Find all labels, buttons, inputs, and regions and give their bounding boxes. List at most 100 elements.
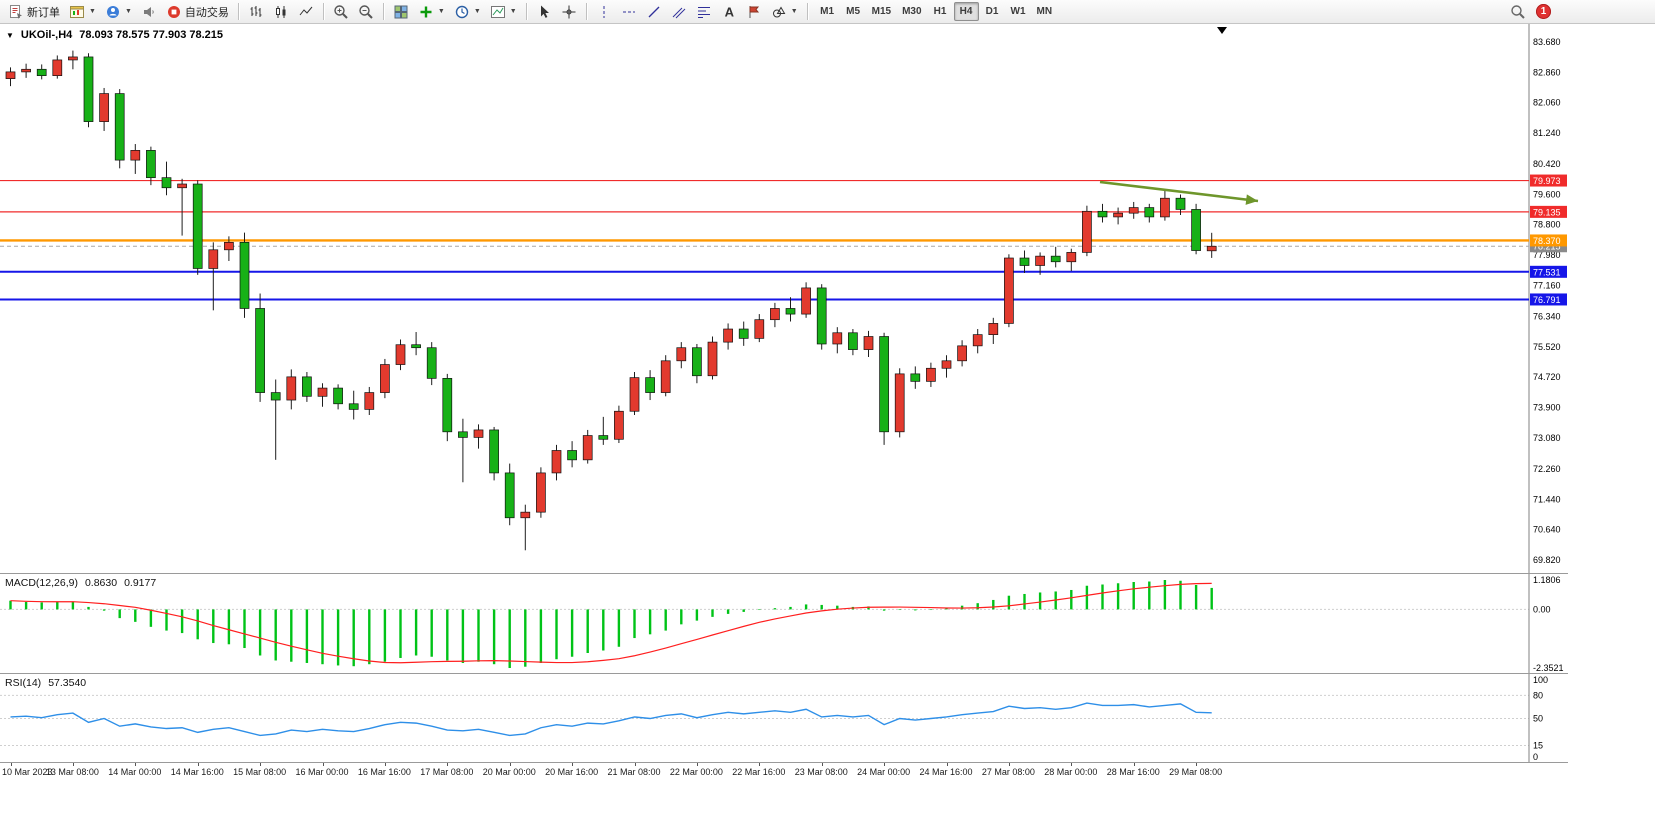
candle-39 [614, 405, 624, 444]
macd-bar-47 [742, 609, 745, 612]
chart-line-button[interactable] [294, 1, 318, 22]
time-tick [10, 763, 12, 766]
time-tick [384, 763, 386, 766]
cursor-button[interactable] [532, 1, 556, 22]
time-label: 21 Mar 08:00 [607, 767, 661, 777]
chart-title: ▼ UKOil-,H4 78.093 78.575 77.903 78.215 [6, 29, 223, 41]
periods-button[interactable]: ▼ [450, 1, 485, 22]
one-click-trading-icon[interactable]: ▼ [6, 30, 14, 40]
timeframe-M30[interactable]: M30 [897, 2, 926, 21]
alerts-icon [143, 6, 154, 17]
macd-canvas[interactable]: 1.1806 0.00 -2.3521 [0, 574, 1568, 674]
axis-label: 80.420 [1533, 159, 1561, 169]
time-tick [322, 763, 324, 766]
candle-20 [317, 383, 328, 407]
fibonacci-icon [697, 6, 710, 18]
notification-badge[interactable]: 1 [1536, 4, 1551, 19]
chart-ohlc-values: 78.093 78.575 77.903 78.215 [79, 29, 224, 41]
candle-36 [567, 441, 577, 468]
vertical-line-button[interactable] [592, 1, 616, 22]
chart-shift-marker[interactable] [1217, 27, 1227, 34]
periods-dropdown-caret: ▼ [473, 8, 481, 15]
text-label-button[interactable] [742, 1, 766, 22]
candle-23 [364, 386, 375, 415]
time-tick [821, 763, 823, 766]
indicators-button[interactable]: ▼ [414, 1, 449, 22]
horizontal-line-button[interactable] [617, 1, 641, 22]
time-tick [884, 763, 886, 766]
trend-arrow-head [1245, 194, 1258, 205]
zoom-in-button[interactable] [329, 1, 353, 22]
timeframe-group: M1 M5 M15 M30 H1 H4 D1 W1 MN [815, 2, 1057, 21]
new-order-button[interactable]: 新订单 [4, 1, 64, 22]
channel-button[interactable] [667, 1, 691, 22]
profiles-button[interactable]: ▼ [101, 1, 136, 22]
timeframe-H4[interactable]: H4 [953, 2, 979, 21]
macd-bar-10 [165, 609, 168, 631]
svg-text:78.215: 78.215 [1533, 242, 1561, 252]
candle-4 [68, 50, 78, 70]
time-label: 16 Mar 16:00 [357, 767, 411, 777]
trendline-button[interactable] [642, 1, 666, 22]
new-chart-button[interactable]: ▼ [65, 1, 100, 22]
macd-bar-6 [102, 609, 106, 611]
macd-bar-44 [695, 609, 699, 621]
chart-window: ▼ UKOil-,H4 78.093 78.575 77.903 78.215 … [0, 24, 1568, 781]
chart-bars-button[interactable] [244, 1, 268, 22]
crosshair-icon [562, 5, 576, 18]
rsi-canvas[interactable]: 100 80 50 15 0 [0, 674, 1568, 763]
candle-22 [348, 390, 359, 420]
profiles-icon [106, 5, 119, 18]
zoom-in-icon [334, 4, 348, 19]
trend-arrow[interactable] [1099, 180, 1259, 203]
candle-54 [848, 329, 858, 356]
axis-label: 79.600 [1533, 189, 1561, 199]
timeframe-M1[interactable]: M1 [815, 2, 840, 21]
search-button[interactable] [1506, 1, 1530, 22]
macd-bar-25 [399, 609, 402, 658]
svg-text:79.135: 79.135 [1533, 207, 1561, 217]
indicators-plus-icon [420, 6, 432, 17]
price-tag-77.531: 77.531 [1530, 265, 1567, 278]
indicators-dropdown-caret: ▼ [437, 8, 445, 15]
macd-bar-75 [1179, 580, 1182, 610]
toolbar-separator [585, 3, 587, 20]
time-axis[interactable]: 10 Mar 2023 13 Mar 08:00 14 Mar 00:00 14 Ma… [0, 762, 1568, 781]
axis-label: 78.800 [1533, 219, 1561, 229]
timeframe-H1[interactable]: H1 [928, 2, 953, 21]
macd-bar-21 [336, 609, 340, 666]
timeframe-M5[interactable]: M5 [841, 2, 866, 21]
macd-bar-24 [383, 609, 387, 662]
time-label: 15 Mar 08:00 [233, 767, 287, 777]
new-order-label: 新订单 [27, 6, 60, 19]
macd-bar-76 [1194, 584, 1198, 610]
time-tick [447, 763, 449, 766]
candle-24 [380, 358, 390, 399]
alerts-button[interactable] [137, 1, 161, 22]
zoom-out-button[interactable] [354, 1, 378, 22]
tile-windows-button[interactable] [389, 1, 413, 22]
macd-bar-17 [274, 609, 277, 661]
templates-button[interactable]: ▼ [486, 1, 521, 22]
chart-candles-button[interactable] [269, 1, 293, 22]
candle-18 [286, 369, 297, 410]
text-button[interactable]: A [717, 1, 741, 22]
macd-signal-line [10, 582, 1212, 664]
shapes-button[interactable]: ▼ [767, 1, 802, 22]
timeframe-D1[interactable]: D1 [980, 2, 1005, 21]
toolbar: 新订单 ▼ ▼ 自动交易 [0, 0, 1655, 24]
timeframe-M15[interactable]: M15 [867, 2, 896, 21]
candle-25 [395, 339, 406, 371]
candles-chart-icon [275, 5, 286, 18]
macd-bar-45 [711, 609, 714, 617]
candle-35 [551, 444, 562, 481]
auto-trading-button[interactable]: 自动交易 [162, 1, 233, 22]
time-tick [72, 763, 74, 766]
timeframe-W1[interactable]: W1 [1006, 2, 1031, 21]
svg-text:76.791: 76.791 [1533, 295, 1561, 305]
crosshair-button[interactable] [557, 1, 581, 22]
timeframe-MN[interactable]: MN [1032, 2, 1058, 21]
candle-9 [146, 146, 156, 186]
main-chart-canvas[interactable]: 83.680 82.860 82.060 81.240 80.420 79.600 78.8… [0, 24, 1568, 573]
fibonacci-button[interactable] [692, 1, 716, 22]
